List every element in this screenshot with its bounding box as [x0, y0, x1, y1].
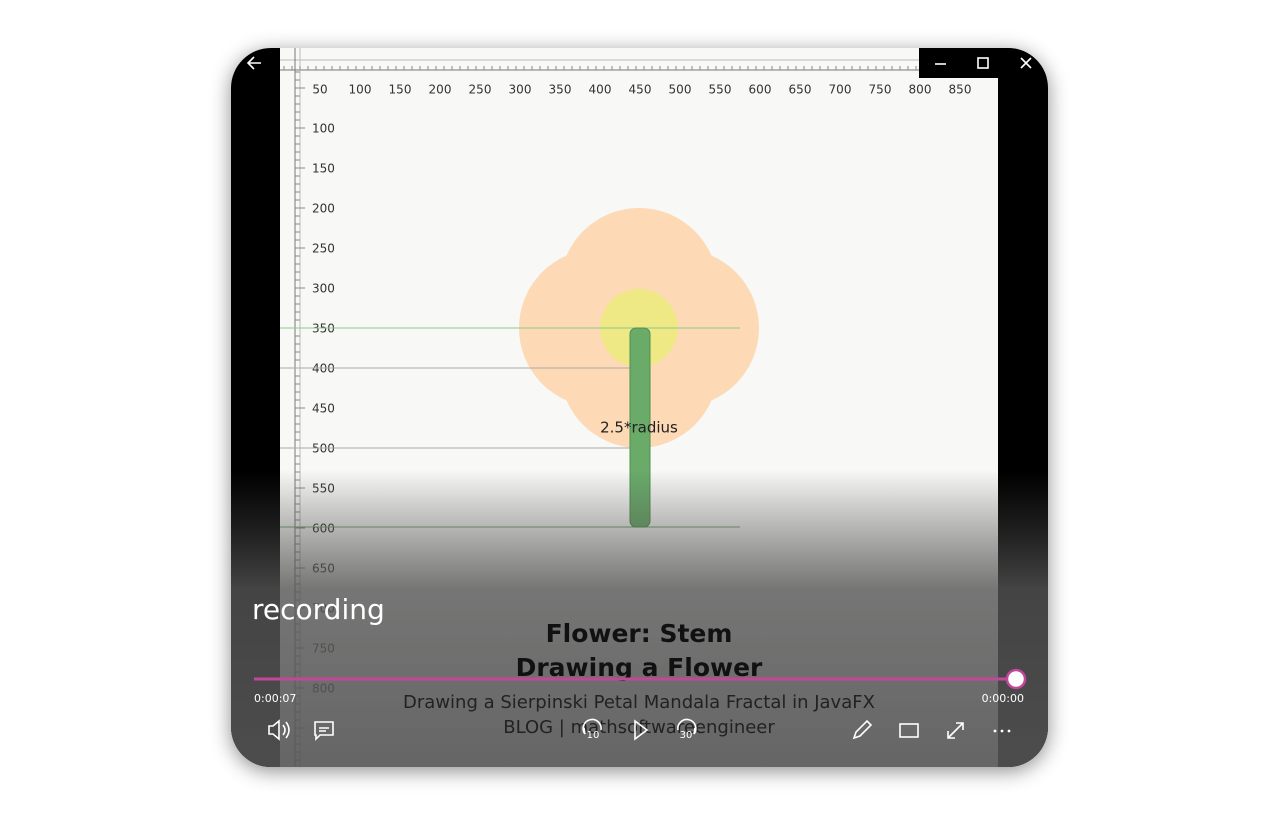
maximize-button[interactable]: [977, 57, 989, 69]
x-ruler-label: 450: [629, 83, 652, 97]
y-ruler-label: 150: [312, 162, 335, 176]
x-ruler-label: 600: [749, 83, 772, 97]
edit-button[interactable]: [852, 719, 873, 740]
play-button[interactable]: [634, 719, 649, 741]
x-ruler-label: 750: [869, 83, 892, 97]
x-ruler-label: 100: [349, 83, 372, 97]
video-title: Flower: Stem: [546, 619, 733, 648]
x-ruler-label: 500: [669, 83, 692, 97]
x-ruler-label: 400: [589, 83, 612, 97]
skip-back-label: 10: [587, 730, 600, 741]
back-button[interactable]: [246, 56, 261, 70]
x-ruler-label: 50: [312, 83, 327, 97]
x-ruler-label: 200: [429, 83, 452, 97]
x-ruler-label: 650: [789, 83, 812, 97]
y-ruler-label: 300: [312, 282, 335, 296]
x-ruler-label: 800: [909, 83, 932, 97]
miniplayer-button[interactable]: [899, 723, 919, 738]
y-ruler-label: 450: [312, 402, 335, 416]
x-ruler-label: 350: [549, 83, 572, 97]
x-ruler-label: 700: [829, 83, 852, 97]
x-ruler-label: 150: [389, 83, 412, 97]
video-caption: Drawing a Sierpinski Petal Mandala Fract…: [403, 692, 875, 713]
recording-label: recording: [252, 593, 385, 626]
elapsed-time: 0:00:07: [254, 692, 296, 705]
x-ruler-label: 550: [709, 83, 732, 97]
skip-forward-button[interactable]: [677, 718, 697, 735]
controls-shade: [231, 470, 1048, 767]
close-button[interactable]: [1020, 57, 1032, 69]
x-ruler-label: 850: [949, 83, 972, 97]
y-ruler-label: 200: [312, 202, 335, 216]
skip-back-button[interactable]: [582, 718, 602, 735]
progress-thumb[interactable]: [1005, 668, 1027, 690]
x-ruler-label: 250: [469, 83, 492, 97]
more-button[interactable]: [993, 729, 1011, 733]
title-bar: [919, 48, 1048, 78]
skip-forward-label: 30: [680, 730, 693, 741]
video-credit: BLOG | mathsoftwareengineer: [503, 717, 775, 738]
annotation: 2.5*radius: [600, 419, 678, 437]
captions-button[interactable]: [314, 721, 334, 741]
y-ruler-label: 100: [312, 122, 335, 136]
fullscreen-button[interactable]: [947, 722, 964, 739]
video-subtitle: Drawing a Flower: [516, 653, 763, 682]
x-ruler-label: 300: [509, 83, 532, 97]
remaining-time: 0:00:00: [982, 692, 1024, 705]
y-ruler-label: 250: [312, 242, 335, 256]
volume-button[interactable]: [268, 719, 290, 741]
